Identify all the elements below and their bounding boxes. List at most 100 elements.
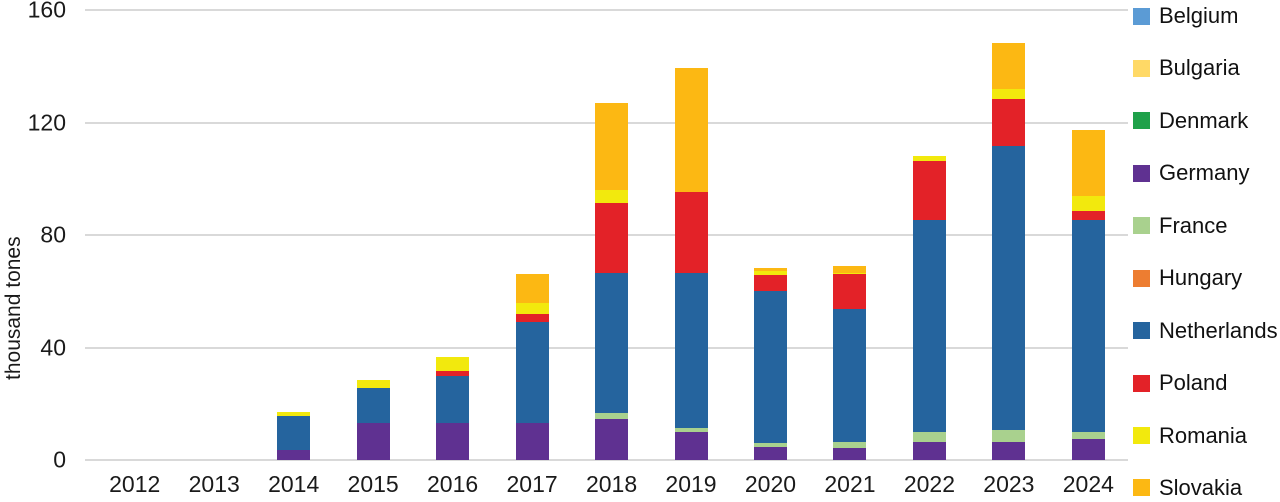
- bar-segment-germany-2018: [595, 419, 629, 460]
- bar-segment-germany-2016: [436, 423, 470, 460]
- legend-item-belgium: Belgium: [1133, 3, 1278, 29]
- bar-segment-romania-2017: [515, 302, 549, 314]
- bar-slot-2016: [413, 10, 492, 460]
- bar-segment-poland-2020: [753, 274, 787, 291]
- bar-segment-netherlands-2020: [753, 290, 787, 443]
- bar-segment-romania-2015: [356, 379, 390, 389]
- legend-item-romania: Romania: [1133, 423, 1278, 449]
- x-tick-2012: 2012: [109, 471, 161, 497]
- bars-container: [95, 10, 1128, 460]
- bar-slot-2021: [810, 10, 889, 460]
- legend-item-france: France: [1133, 213, 1278, 239]
- x-tick-2017: 2017: [506, 471, 558, 497]
- bar-2018: [595, 103, 629, 460]
- legend-label: Poland: [1159, 370, 1228, 396]
- bar-segment-germany-2015: [356, 423, 390, 460]
- bar-segment-germany-2023: [992, 442, 1026, 460]
- legend-swatch-icon: [1133, 59, 1150, 77]
- x-tick-2021: 2021: [824, 471, 876, 497]
- bar-2020: [753, 267, 787, 460]
- bar-2019: [674, 68, 708, 460]
- bar-segment-romania-2023: [992, 89, 1026, 100]
- bar-segment-germany-2022: [912, 442, 946, 460]
- bar-segment-slovakia-2018: [595, 103, 629, 190]
- y-tick-40: 40: [40, 334, 66, 360]
- legend-item-denmark: Denmark: [1133, 108, 1278, 134]
- legend-label: Slovakia: [1159, 474, 1243, 500]
- bar-segment-netherlands-2019: [674, 272, 708, 428]
- legend-item-bulgaria: Bulgaria: [1133, 55, 1278, 81]
- bar-segment-netherlands-2018: [595, 272, 629, 413]
- y-tick-80: 80: [40, 221, 66, 248]
- legend-swatch-icon: [1133, 217, 1150, 235]
- bar-slot-2023: [969, 10, 1048, 460]
- bar-2024: [1071, 130, 1105, 460]
- bar-segment-slovakia-2020: [753, 267, 787, 272]
- bar-segment-slovakia-2019: [674, 68, 708, 193]
- x-tick-2013: 2013: [188, 471, 240, 497]
- bar-slot-2014: [254, 10, 333, 460]
- legend-label: Bulgaria: [1159, 55, 1240, 81]
- x-tick-2023: 2023: [983, 471, 1035, 497]
- bar-segment-france-2021: [833, 441, 867, 448]
- legend-swatch-icon: [1133, 322, 1150, 340]
- bar-slot-2017: [492, 10, 571, 460]
- bar-segment-france-2020: [753, 442, 787, 447]
- bar-segment-netherlands-2021: [833, 308, 867, 442]
- bar-segment-poland-2024: [1071, 211, 1105, 221]
- bar-segment-slovakia-2021: [833, 265, 867, 273]
- bar-2023: [992, 42, 1026, 460]
- bar-segment-poland-2018: [595, 203, 629, 273]
- bar-segment-france-2019: [674, 427, 708, 432]
- bar-slot-2015: [333, 10, 412, 460]
- bar-segment-poland-2016: [436, 371, 470, 376]
- x-axis-labels: 2012 2013 2014 2015 2016 2017 2018 2019 2020 2021…: [95, 471, 1128, 498]
- bar-segment-netherlands-2015: [356, 388, 390, 424]
- y-axis-tick-labels: 0 40 80 120 160: [0, 0, 66, 471]
- legend: Belgium Bulgaria Denmark Germany France Hunga…: [1133, 3, 1278, 501]
- bar-segment-slovakia-2023: [992, 42, 1026, 90]
- x-tick-2024: 2024: [1062, 471, 1114, 497]
- bar-segment-slovakia-2017: [515, 274, 549, 303]
- bar-2021: [833, 265, 867, 460]
- bar-segment-france-2022: [912, 431, 946, 443]
- bar-2014: [277, 412, 311, 460]
- bar-segment-france-2024: [1071, 432, 1105, 439]
- bar-segment-germany-2019: [674, 431, 708, 460]
- bar-segment-romania-2020: [753, 271, 787, 275]
- bar-segment-netherlands-2016: [436, 375, 470, 424]
- bar-segment-poland-2022: [912, 161, 946, 221]
- bar-segment-france-2018: [595, 412, 629, 420]
- legend-label: Germany: [1159, 160, 1250, 186]
- bar-segment-netherlands-2023: [992, 145, 1026, 430]
- bar-segment-netherlands-2017: [515, 322, 549, 424]
- bar-segment-germany-2021: [833, 447, 867, 460]
- x-tick-2015: 2015: [347, 471, 399, 497]
- legend-label: Belgium: [1159, 3, 1239, 28]
- bar-segment-germany-2014: [277, 450, 311, 460]
- bar-segment-poland-2023: [992, 99, 1026, 146]
- bar-segment-germany-2024: [1071, 438, 1105, 460]
- bar-segment-slovakia-2024: [1071, 130, 1105, 196]
- bar-slot-2012: [95, 10, 174, 460]
- bar-2015: [356, 379, 390, 460]
- legend-swatch-icon: [1133, 269, 1150, 287]
- bar-segment-netherlands-2014: [277, 416, 311, 451]
- legend-item-hungary: Hungary: [1133, 265, 1278, 291]
- bar-segment-netherlands-2022: [912, 220, 946, 432]
- bar-segment-germany-2017: [515, 423, 549, 460]
- bar-2022: [912, 156, 946, 460]
- bar-segment-poland-2017: [515, 313, 549, 323]
- plot-area: [85, 9, 1128, 461]
- bar-segment-romania-2022: [912, 156, 946, 162]
- legend-label: Romania: [1159, 422, 1248, 448]
- y-tick-0: 0: [53, 446, 66, 473]
- legend-swatch-icon: [1133, 479, 1150, 497]
- legend-swatch-icon: [1133, 427, 1150, 444]
- bar-segment-romania-2016: [436, 357, 470, 372]
- legend-swatch-icon: [1133, 374, 1150, 392]
- gridline-0: [85, 459, 1128, 461]
- bar-2017: [515, 274, 549, 460]
- legend-swatch-icon: [1133, 7, 1150, 25]
